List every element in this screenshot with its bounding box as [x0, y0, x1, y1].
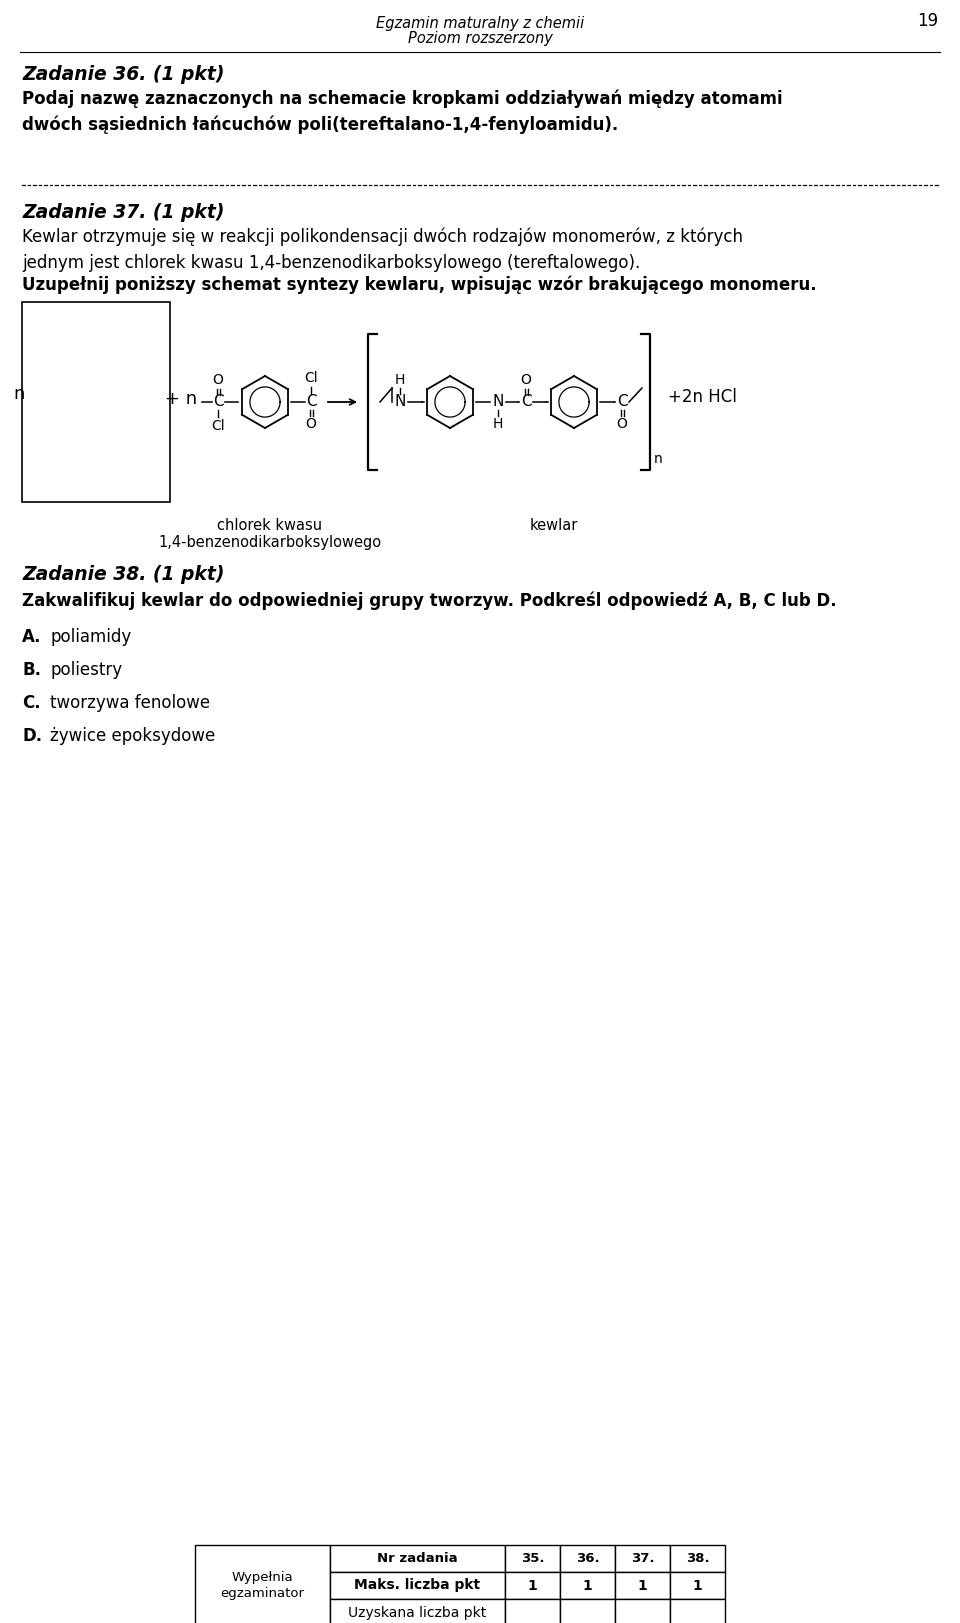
- Text: n: n: [654, 451, 662, 466]
- Bar: [330, 1573, 505, 1599]
- Text: Kewlar otrzymuje się w reakcji polikondensacji dwóch rodzajów monomerów, z który: Kewlar otrzymuje się w reakcji polikonde…: [22, 227, 743, 271]
- Bar: [505, 1599, 560, 1623]
- Bar: [560, 1599, 615, 1623]
- Text: Zadanie 37. (1 pkt): Zadanie 37. (1 pkt): [22, 203, 225, 222]
- Text: Cl: Cl: [304, 372, 318, 385]
- Text: Uzyskana liczba pkt: Uzyskana liczba pkt: [348, 1605, 487, 1620]
- Text: n: n: [13, 385, 24, 403]
- Bar: [505, 1573, 560, 1599]
- Text: C: C: [305, 394, 316, 409]
- Text: H: H: [492, 417, 503, 432]
- Text: Egzamin maturalny z chemii: Egzamin maturalny z chemii: [376, 16, 584, 31]
- Bar: [22, 302, 170, 502]
- Text: 19: 19: [917, 11, 938, 29]
- Bar: [670, 1599, 725, 1623]
- Text: Zakwalifikuj kewlar do odpowiedniej grupy tworzyw. Podkreśl odpowiedź A, B, C lu: Zakwalifikuj kewlar do odpowiedniej grup…: [22, 592, 836, 610]
- Text: +2n HCl: +2n HCl: [668, 388, 737, 406]
- Text: Cl: Cl: [211, 419, 225, 433]
- Text: 1: 1: [583, 1579, 592, 1592]
- Text: B.: B.: [22, 661, 41, 678]
- Text: Maks. liczba pkt: Maks. liczba pkt: [354, 1579, 481, 1592]
- Text: Zadanie 38. (1 pkt): Zadanie 38. (1 pkt): [22, 565, 225, 584]
- Text: + n: + n: [165, 390, 197, 407]
- Bar: [615, 1573, 670, 1599]
- Text: 35.: 35.: [520, 1552, 544, 1565]
- Text: tworzywa fenolowe: tworzywa fenolowe: [50, 695, 210, 712]
- Text: poliamidy: poliamidy: [50, 628, 132, 646]
- Text: chlorek kwasu
1,4-benzenodikarboksylowego: chlorek kwasu 1,4-benzenodikarboksyloweg…: [158, 518, 381, 550]
- Text: żywice epoksydowe: żywice epoksydowe: [50, 727, 215, 745]
- Text: Poziom rozszerzony: Poziom rozszerzony: [408, 31, 552, 45]
- Text: N: N: [395, 394, 406, 409]
- Text: O: O: [520, 373, 532, 386]
- Text: Zadanie 36. (1 pkt): Zadanie 36. (1 pkt): [22, 65, 225, 84]
- Text: Nr zadania: Nr zadania: [377, 1552, 458, 1565]
- Text: poliestry: poliestry: [50, 661, 122, 678]
- Text: C: C: [616, 394, 627, 409]
- Text: Podaj nazwę zaznaczonych na schemacie kropkami oddziaływań między atomami
dwóch : Podaj nazwę zaznaczonych na schemacie kr…: [22, 89, 782, 135]
- Text: Uzupełnij poniższy schemat syntezy kewlaru, wpisując wzór brakującego monomeru.: Uzupełnij poniższy schemat syntezy kewla…: [22, 276, 817, 294]
- Text: 37.: 37.: [631, 1552, 655, 1565]
- Text: 1: 1: [692, 1579, 703, 1592]
- Text: D.: D.: [22, 727, 42, 745]
- Text: 36.: 36.: [576, 1552, 599, 1565]
- Bar: [330, 1599, 505, 1623]
- Bar: [615, 1599, 670, 1623]
- Text: Wypełnia
egzaminator: Wypełnia egzaminator: [221, 1571, 304, 1600]
- Text: 1: 1: [528, 1579, 538, 1592]
- Bar: [195, 1545, 330, 1623]
- Text: C: C: [520, 394, 531, 409]
- Bar: [560, 1573, 615, 1599]
- Text: O: O: [616, 417, 628, 432]
- Bar: [505, 1545, 560, 1573]
- Bar: [670, 1573, 725, 1599]
- Bar: [330, 1545, 505, 1573]
- Text: C: C: [213, 394, 224, 409]
- Text: H: H: [395, 373, 405, 386]
- Text: O: O: [212, 373, 224, 386]
- Bar: [615, 1545, 670, 1573]
- Text: O: O: [305, 417, 317, 432]
- Text: 38.: 38.: [685, 1552, 709, 1565]
- Bar: [560, 1545, 615, 1573]
- Text: 1: 1: [637, 1579, 647, 1592]
- Text: N: N: [492, 394, 504, 409]
- Text: C.: C.: [22, 695, 40, 712]
- Text: A.: A.: [22, 628, 41, 646]
- Bar: [670, 1545, 725, 1573]
- Text: kewlar: kewlar: [530, 518, 578, 532]
